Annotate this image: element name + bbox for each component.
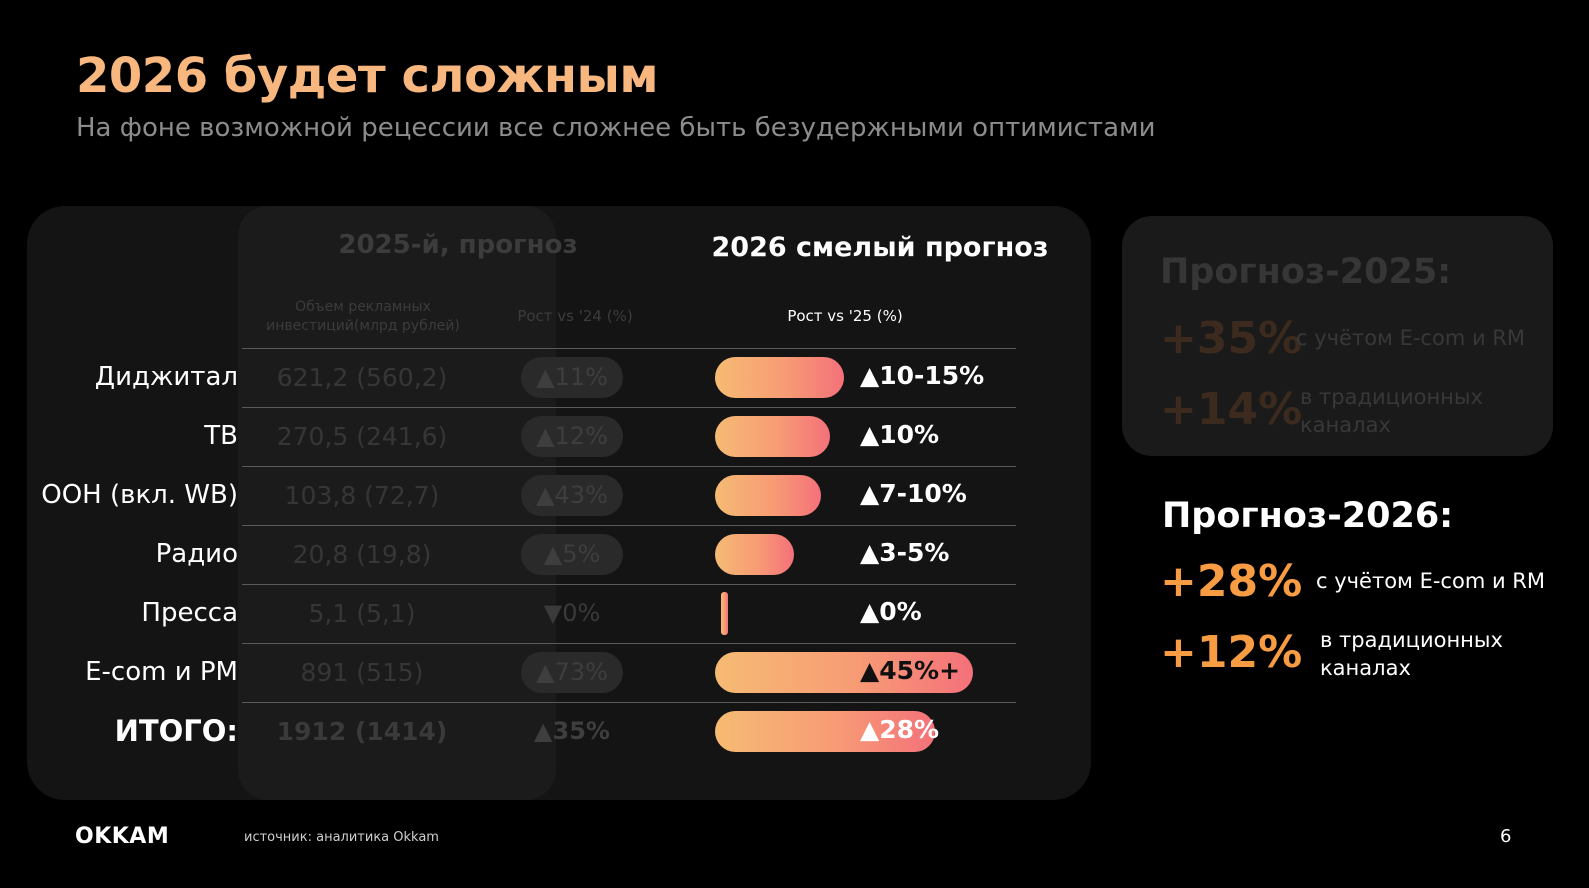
- row-label: ИТОГО:: [114, 714, 238, 748]
- table-row: Радио 20,8 (19,8) ▲5% ▲3-5%: [0, 525, 1100, 584]
- forecast-2025-traditional-value: +14%: [1160, 384, 1303, 435]
- row-label: ООН (вкл. WB): [41, 480, 238, 510]
- row-volume: 891 (515): [300, 658, 424, 687]
- row-volume: 20,8 (19,8): [292, 540, 432, 569]
- forecast-2026-traditional-value: +12%: [1160, 627, 1303, 678]
- growth-24-pill: [521, 534, 623, 575]
- forecast-2026-title: Прогноз-2026:: [1162, 496, 1454, 536]
- slide-title: 2026 будет сложным: [76, 48, 659, 104]
- row-volume: 621,2 (560,2): [276, 363, 448, 392]
- growth-25-bar: [715, 416, 830, 457]
- row-volume: 5,1 (5,1): [308, 599, 416, 628]
- row-volume: 103,8 (72,7): [284, 481, 440, 510]
- table-row: Диджитал 621,2 (560,2) ▲11% ▲10-15%: [0, 348, 1100, 407]
- row-divider: [242, 702, 1016, 703]
- growth-24-pill: [521, 416, 623, 457]
- column-title-2026: 2026 смелый прогноз: [711, 232, 1049, 263]
- growth-24-value: ▼0%: [543, 599, 601, 627]
- row-volume: 270,5 (241,6): [276, 422, 448, 451]
- growth-24-value: ▲43%: [536, 481, 608, 509]
- column-title-2025: 2025-й, прогноз: [338, 230, 578, 260]
- row-divider: [242, 584, 1016, 585]
- growth-24-value: ▲11%: [536, 363, 608, 391]
- column-header-growth-24: Рост vs '24 (%): [517, 307, 633, 325]
- row-divider: [242, 348, 1016, 349]
- row-divider: [242, 643, 1016, 644]
- source-note: источник: аналитика Okkam: [244, 830, 439, 845]
- forecast-2025-card: [1122, 216, 1553, 456]
- growth-25-bar: [715, 711, 935, 752]
- growth-25-bar: [715, 652, 973, 693]
- row-volume: 1912 (1414): [276, 717, 448, 746]
- forecast-2026-total-label: с учётом E-com и RM: [1316, 569, 1545, 593]
- forecast-2025-column-panel: [238, 206, 556, 800]
- page-number: 6: [1500, 826, 1512, 847]
- growth-24-pill: [521, 652, 623, 693]
- table-row-total: ИТОГО: 1912 (1414) ▲35% ▲28%: [0, 702, 1100, 761]
- row-divider: [242, 525, 1016, 526]
- growth-25-bar: [715, 357, 844, 398]
- growth-24-value: ▲5%: [543, 540, 601, 568]
- forecast-2025-total-label: с учётом E-com и RM: [1296, 326, 1525, 350]
- row-label: Радио: [155, 539, 238, 569]
- growth-25-value: ▲0%: [860, 597, 922, 626]
- row-label: Диджитал: [94, 362, 238, 392]
- forecast-2025-total-value: +35%: [1160, 313, 1303, 364]
- row-label: E-com и РМ: [85, 657, 238, 687]
- table-row: Пресса 5,1 (5,1) ▼0% ▲0%: [0, 584, 1100, 643]
- growth-25-bar: [721, 592, 728, 635]
- row-label: Пресса: [141, 598, 238, 628]
- column-header-growth-25: Рост vs '25 (%): [787, 307, 903, 325]
- forecast-2026-total-value: +28%: [1160, 556, 1303, 607]
- row-divider: [242, 466, 1016, 467]
- growth-25-bar: [715, 475, 821, 516]
- growth-25-value: ▲28%: [860, 715, 940, 744]
- growth-25-value: ▲10-15%: [860, 361, 985, 390]
- growth-24-value: ▲73%: [536, 658, 608, 686]
- table-row: ООН (вкл. WB) 103,8 (72,7) ▲43% ▲7-10%: [0, 466, 1100, 525]
- row-label: ТВ: [204, 421, 238, 451]
- growth-25-value: ▲45%+: [860, 656, 961, 685]
- growth-24-pill: [521, 475, 623, 516]
- table-row: ТВ 270,5 (241,6) ▲12% ▲10%: [0, 407, 1100, 466]
- forecast-2026-traditional-label: в традиционных каналах: [1320, 628, 1503, 680]
- growth-24-value: ▲12%: [536, 422, 608, 450]
- slide-subtitle: На фоне возможной рецессии все сложнее б…: [76, 113, 1156, 143]
- growth-24-pill: [521, 357, 623, 398]
- growth-25-bar: [715, 534, 794, 575]
- forecast-2025-traditional-label: в традиционных каналах: [1300, 385, 1483, 437]
- row-divider: [242, 407, 1016, 408]
- growth-25-value: ▲10%: [860, 420, 940, 449]
- forecast-2025-title: Прогноз-2025:: [1160, 252, 1452, 292]
- growth-25-value: ▲3-5%: [860, 538, 950, 567]
- table-row: E-com и РМ 891 (515) ▲73% ▲45%+: [0, 643, 1100, 702]
- growth-25-value: ▲7-10%: [860, 479, 967, 508]
- okkam-logo: OKKAM: [75, 824, 170, 849]
- growth-24-value: ▲35%: [534, 717, 610, 745]
- column-header-volume: Объем рекламных инвестиций(млрд рублей): [266, 299, 460, 334]
